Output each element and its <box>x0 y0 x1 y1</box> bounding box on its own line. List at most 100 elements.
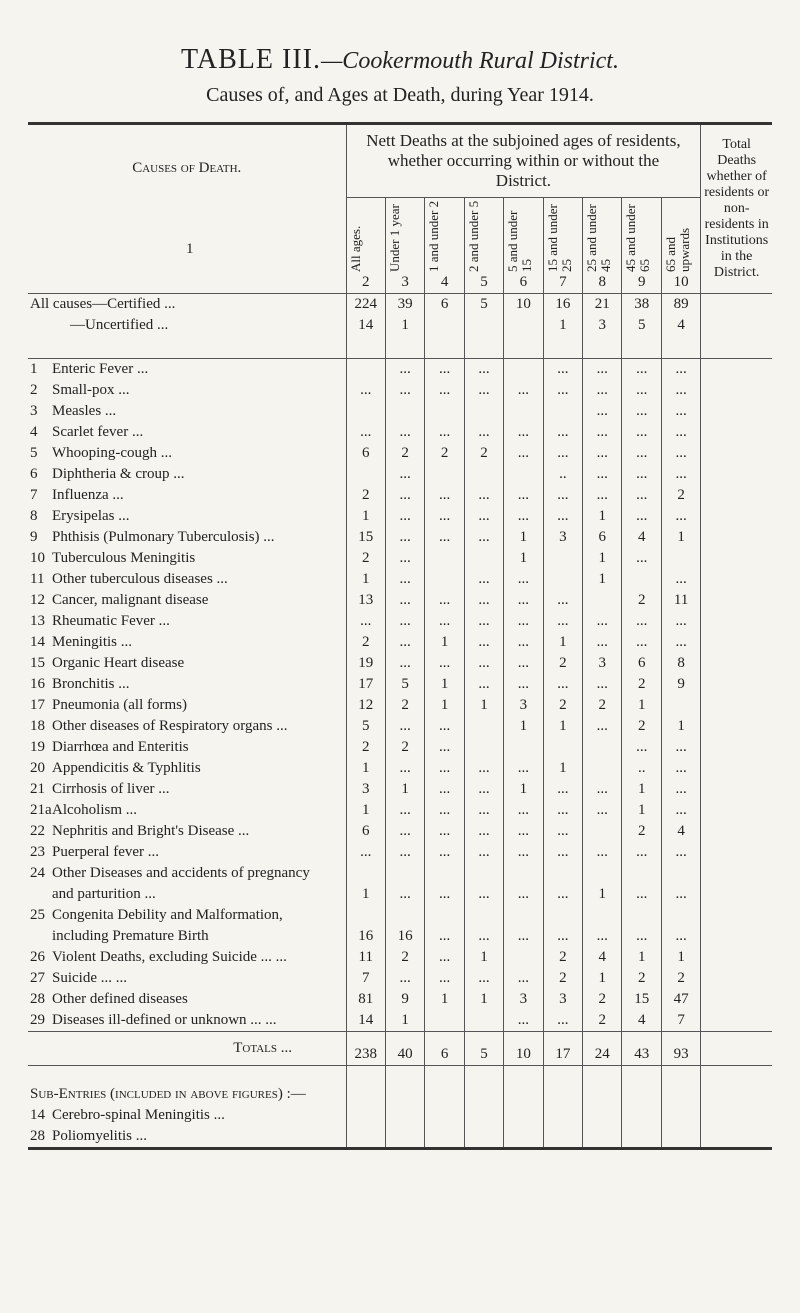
sub-entry-number: 28 <box>30 1128 45 1144</box>
count-cell: 16 <box>542 293 583 315</box>
empty-cell <box>621 1105 662 1126</box>
cause-heading: Causes of Death. <box>132 160 242 176</box>
total-cell <box>700 737 772 758</box>
age-heading-cell: 45 and under 65 <box>621 197 662 272</box>
count-cell: 1 <box>503 779 544 800</box>
age-heading-row: All ages. Under 1 year 1 and under 2 2 and … <box>28 197 772 272</box>
count-cell <box>424 569 465 590</box>
count-cell: ... <box>424 842 465 863</box>
column-number: 3 <box>384 272 425 294</box>
count-cell: ... <box>542 358 583 380</box>
count-cell: 3 <box>542 527 583 548</box>
count-cell: ... <box>424 779 465 800</box>
count-cell <box>345 358 386 380</box>
cause-number: 1 <box>186 241 194 257</box>
cause-row: 25 Congenita Debility and Malformation, i… <box>28 905 772 947</box>
summary-row: —Uncertified ... 14 1 1 3 5 4 <box>28 315 772 359</box>
count-cell <box>424 1010 465 1032</box>
count-cell: 1 <box>424 695 465 716</box>
count-cell: 2 <box>542 947 583 968</box>
count-cell: ... <box>384 422 425 443</box>
count-cell: ... <box>660 358 701 380</box>
count-cell: ... <box>582 632 622 653</box>
empty-cell <box>700 1126 772 1149</box>
empty-cell <box>660 1126 701 1149</box>
count-cell <box>424 548 465 569</box>
count-cell: ... <box>463 611 504 632</box>
count-cell: 1 <box>660 716 701 737</box>
count-cell: ... <box>542 590 583 611</box>
empty-cell <box>345 1126 386 1149</box>
count-cell: ... <box>463 590 504 611</box>
cause-cell: 20 Appendicitis & Typhlitis <box>28 758 346 779</box>
cause-cell: 19 Diarrhœa and Enteritis <box>28 737 346 758</box>
count-cell: 1 <box>345 758 386 779</box>
count-cell <box>582 821 622 842</box>
empty-cell <box>384 1065 425 1105</box>
sub-entry-number: 14 <box>30 1107 45 1123</box>
empty-cell <box>621 1065 662 1105</box>
count-cell: 19 <box>345 653 386 674</box>
cause-cell: 3 Measles ... <box>28 401 346 422</box>
cause-cell: 27 Suicide ... ... <box>28 968 346 989</box>
row-label: —Uncertified ... <box>70 317 169 333</box>
count-cell <box>345 464 386 485</box>
row-number: 18 <box>30 718 45 734</box>
count-cell: 1 <box>582 863 622 905</box>
cause-row: 21aAlcoholism ... 1.................. 1... <box>28 800 772 821</box>
count-cell: 15 <box>345 527 386 548</box>
count-cell: 12 <box>345 695 386 716</box>
empty-cell <box>463 1105 504 1126</box>
sub-entry-label: Cerebro-spinal Meningitis ... <box>52 1107 225 1123</box>
row-label: All causes—Certified ... <box>30 296 176 312</box>
count-cell: 10 <box>503 1031 544 1066</box>
count-cell: ... <box>463 653 504 674</box>
cause-cell: 26 Violent Deaths, excluding Suicide ... … <box>28 947 346 968</box>
count-cell <box>582 737 622 758</box>
age-heading: 15 and under 25 <box>544 204 574 272</box>
count-cell: 1 <box>345 863 386 905</box>
count-cell: 5 <box>463 1031 504 1066</box>
cause-cell: 21aAlcoholism ... <box>28 800 346 821</box>
total-cell <box>700 380 772 401</box>
cause-row: 7 Influenza ... 2..................... 2 <box>28 485 772 506</box>
count-cell: ... <box>621 842 662 863</box>
row-number: 6 <box>30 466 38 482</box>
count-cell: ... <box>345 842 386 863</box>
count-cell: 1 <box>621 695 662 716</box>
count-cell: 1 <box>424 632 465 653</box>
cause-cell: 28 Other defined diseases <box>28 989 346 1010</box>
count-cell: ... <box>621 548 662 569</box>
count-cell: 2 <box>582 989 622 1010</box>
count-cell: 47 <box>660 989 701 1010</box>
count-cell: ... <box>424 590 465 611</box>
count-cell <box>345 401 386 422</box>
count-cell: 7 <box>660 1010 701 1032</box>
count-cell: ... <box>345 611 386 632</box>
count-cell: ... <box>463 821 504 842</box>
row-label: Cancer, malignant disease <box>52 592 209 608</box>
cause-row: 1 Enteric Fever ........................ <box>28 358 772 380</box>
count-cell: 1 <box>424 674 465 695</box>
cause-cell: 13 Rheumatic Fever ... <box>28 611 346 632</box>
count-cell: 1 <box>463 947 504 968</box>
count-cell <box>463 401 504 422</box>
count-cell: ... <box>503 485 544 506</box>
row-label: Whooping-cough ... <box>52 445 172 461</box>
count-cell: ... <box>582 464 622 485</box>
cause-row: 3 Measles ............ <box>28 401 772 422</box>
cause-cell: All causes—Certified ... <box>28 293 347 315</box>
cause-row: 10 Tuberculous Meningitis 2... 1 1... <box>28 548 772 569</box>
row-number: 24 <box>30 865 45 881</box>
cause-row: 6 Diphtheria & croup ................. <box>28 464 772 485</box>
sub-entry-cell: 28 Poliomyelitis ... <box>28 1126 346 1149</box>
count-cell: ... <box>424 947 465 968</box>
empty-cell <box>503 1126 544 1149</box>
count-cell: 1 <box>345 506 386 527</box>
row-number: 11 <box>30 571 45 587</box>
row-number: 17 <box>30 697 45 713</box>
count-cell: ... <box>660 401 701 422</box>
count-cell: 39 <box>384 293 425 315</box>
column-number: 5 <box>463 272 504 294</box>
